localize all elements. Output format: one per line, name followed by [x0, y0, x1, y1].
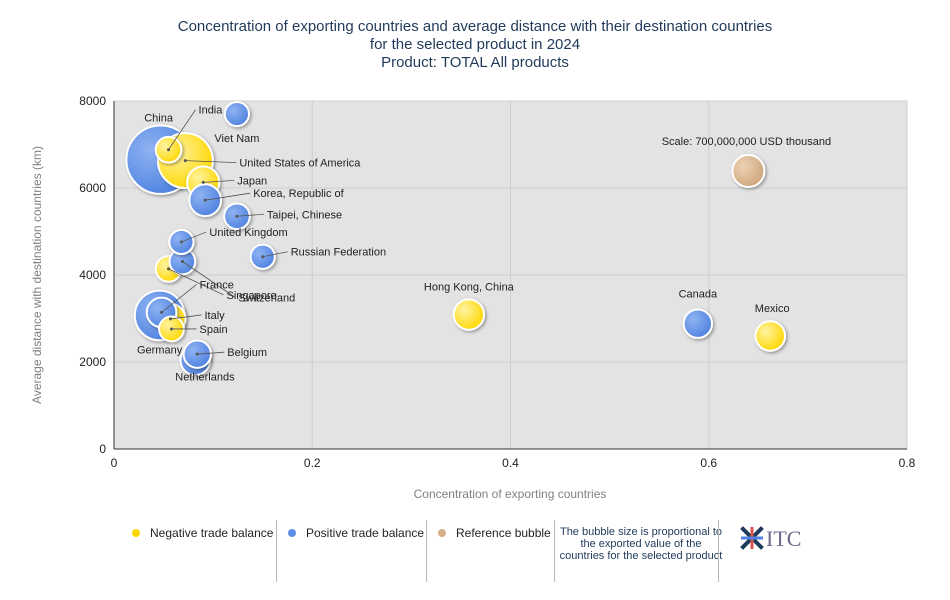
bubble-label: Netherlands	[175, 371, 235, 383]
y-tick-label: 2000	[79, 355, 106, 369]
bubble-center-dot	[169, 327, 173, 331]
label-leader-line	[170, 314, 202, 320]
tan-dot-icon	[438, 528, 446, 537]
bubble-label: Germany	[137, 344, 183, 356]
bubble-label: Japan	[237, 175, 267, 187]
bubble-negative[interactable]	[452, 298, 486, 331]
x-tick-label: 0.2	[304, 456, 321, 470]
bubble-center-dot	[167, 148, 171, 152]
label-leader-line	[197, 351, 225, 355]
axes: 0 0.2 0.4 0.6 0.8 0 2000 4000 6000 8000	[79, 94, 915, 470]
label-leader-line	[161, 284, 197, 313]
y-tick-label: 6000	[79, 181, 106, 195]
label-leader-line	[185, 160, 237, 163]
chart-title: Concentration of exporting countries and…	[0, 18, 950, 72]
label-leader-line	[181, 231, 207, 243]
bubble-label: Mexico	[755, 303, 790, 315]
label-leader-line	[168, 268, 224, 296]
itc-logo-mark-icon	[740, 526, 764, 550]
legend-positive-label: Positive trade balance	[306, 526, 425, 540]
legend-reference-label: Reference bubble	[456, 526, 551, 540]
bubble-size-note: The bubble size is proportional to the e…	[559, 526, 723, 562]
bubble-center-dot	[201, 180, 205, 184]
legend-divider	[718, 520, 719, 582]
bubble-center-dot	[169, 317, 173, 321]
bubble-center-dot	[195, 352, 199, 356]
bubble-center-dot	[235, 214, 239, 218]
bubble-center-dot	[167, 267, 171, 271]
bubble-label: Belgium	[227, 347, 267, 359]
bubble-label: Spain	[199, 324, 227, 336]
label-leader-line	[262, 251, 288, 258]
x-axis-label: Concentration of exporting countries	[414, 487, 607, 501]
x-tick-label: 0.8	[899, 456, 916, 470]
bubble-center-dot	[183, 159, 187, 163]
bubble-label: Switzerland	[238, 293, 295, 305]
label-leader-line	[236, 213, 264, 217]
legend: Negative trade balance Positive trade ba…	[120, 518, 820, 582]
legend-divider	[426, 520, 427, 582]
itc-logo-text: ITC	[766, 526, 802, 551]
bubble-label: Korea, Republic of	[253, 188, 344, 200]
yellow-dot-icon	[132, 528, 140, 537]
bubble-label: Canada	[679, 289, 718, 301]
bubble-label: France	[200, 279, 234, 291]
bubble-reference[interactable]	[731, 154, 766, 189]
label-leader-line	[168, 109, 196, 150]
bubble-label: Hong Kong, China	[424, 282, 515, 294]
y-tick-label: 4000	[79, 268, 106, 282]
x-tick-label: 0.4	[502, 456, 519, 470]
bubble-negative[interactable]	[754, 320, 787, 352]
y-axis-label: Average distance with destination countr…	[30, 146, 44, 404]
bubble-label: United Kingdom	[209, 227, 287, 239]
chart-title-line-2: for the selected product in 2024	[369, 36, 581, 53]
legend-item-negative[interactable]: Negative trade balance	[132, 526, 273, 540]
label-leader-line	[182, 261, 236, 298]
bubble-center-dot	[160, 310, 164, 314]
bubble-positive[interactable]	[682, 308, 714, 339]
label-leader-line	[203, 179, 235, 183]
chart-title-line-3: Product: TOTAL All products	[381, 54, 569, 71]
legend-item-reference[interactable]: Reference bubble	[438, 526, 551, 540]
bubble-label: Viet Nam	[214, 133, 259, 145]
bubble-labels: China United States of America Germany Indi…	[137, 105, 831, 384]
bubble-center-dot	[180, 260, 184, 264]
y-tick-label: 0	[99, 442, 106, 456]
x-tick-label: 0.6	[700, 456, 717, 470]
bubble-label: Russian Federation	[291, 247, 386, 259]
chart-title-line-1: Concentration of exporting countries and…	[177, 18, 773, 35]
bubble-label: Singapore	[227, 290, 277, 302]
bubble-label: Taipei, Chinese	[267, 209, 342, 221]
blue-dot-icon	[288, 528, 296, 537]
bubble-center-dot	[203, 198, 207, 202]
legend-divider	[554, 520, 555, 582]
y-tick-label: 8000	[79, 94, 106, 108]
label-leader-line	[205, 192, 251, 201]
itc-logo: ITC	[740, 526, 801, 553]
bubble-label: United States of America	[239, 158, 361, 170]
bubble-center-dot	[261, 255, 265, 259]
bubble-label: Scale: 700,000,000 USD thousand	[662, 136, 831, 148]
bubble-label: India	[199, 105, 224, 117]
bubble-positive[interactable]	[223, 100, 251, 128]
legend-negative-label: Negative trade balance	[150, 526, 274, 540]
bubble-label: Italy	[205, 310, 226, 322]
bubble-label: China	[144, 113, 174, 125]
legend-divider	[276, 520, 277, 582]
bubble-center-dot	[179, 240, 183, 244]
x-tick-label: 0	[111, 456, 118, 470]
legend-item-positive[interactable]: Positive trade balance	[288, 526, 424, 540]
